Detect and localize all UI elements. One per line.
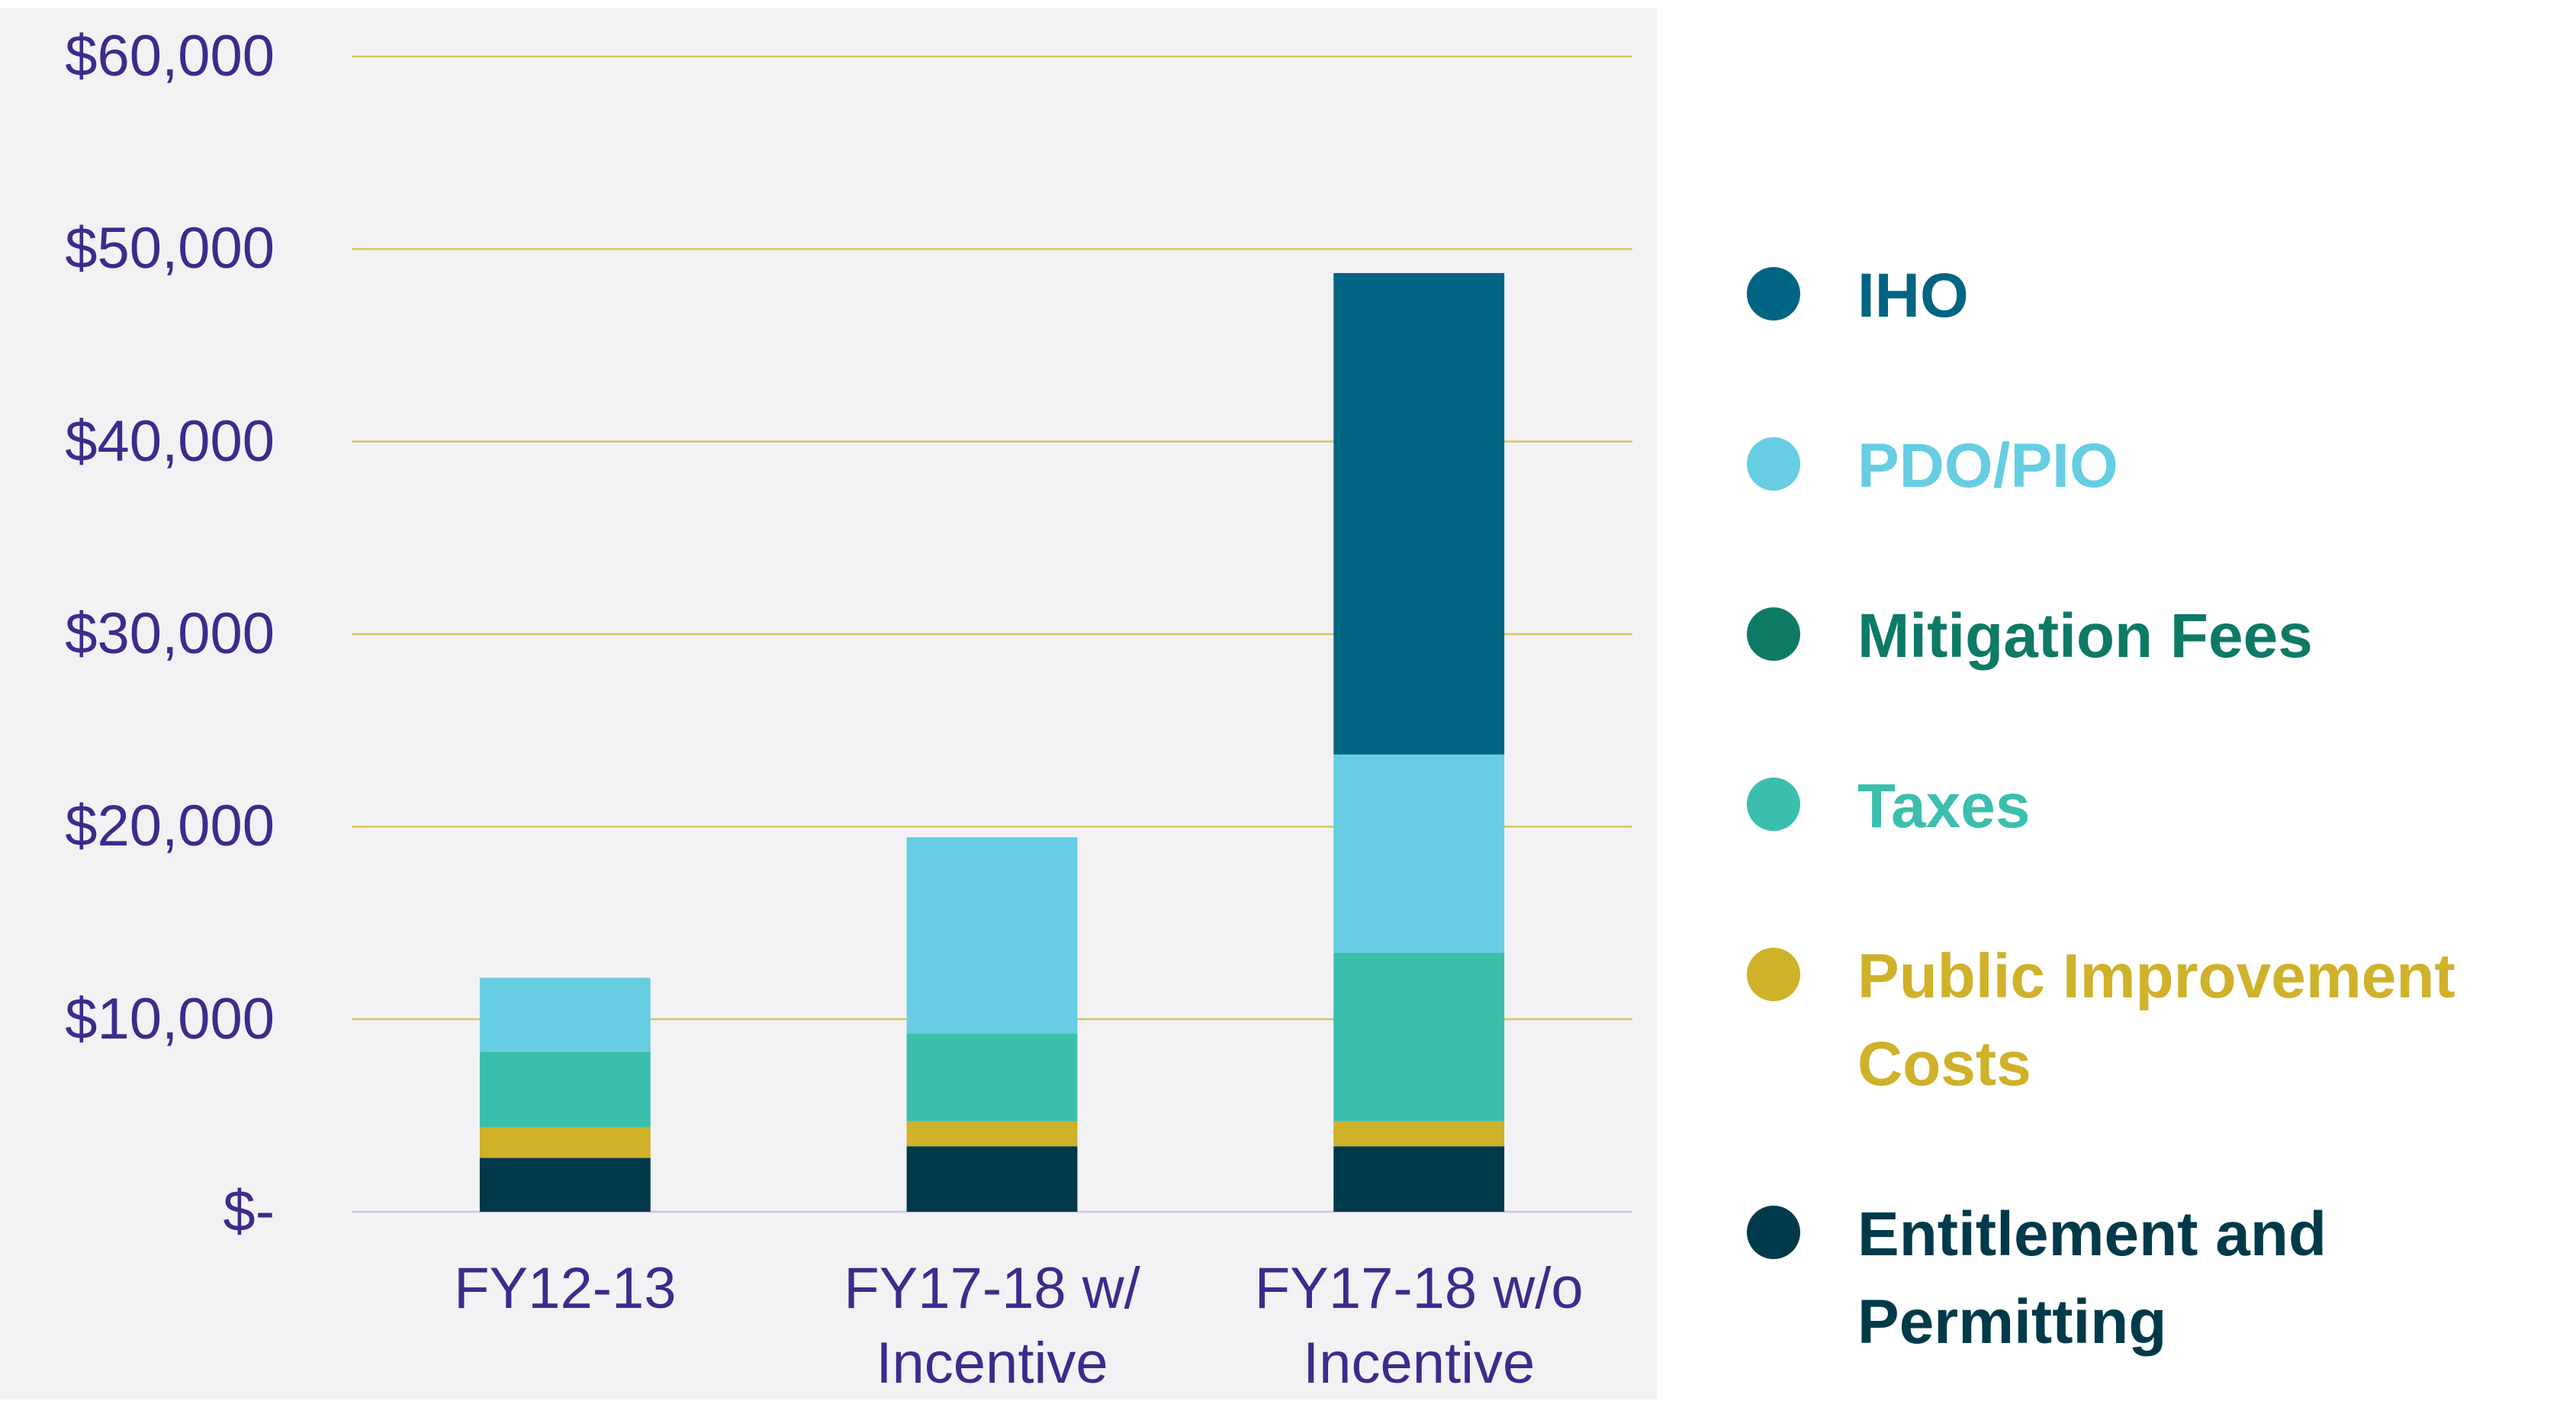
bar-segment (479, 977, 651, 1052)
y-tick-label: $20,000 (65, 794, 275, 859)
x-tick-label: FY17-18 w/o Incentive (1254, 1256, 1584, 1396)
legend-marker (1747, 267, 1800, 320)
legend-item: PDO/PIO (1747, 422, 2571, 510)
bar-segment (906, 837, 1078, 1034)
bar-segment (906, 1146, 1078, 1212)
legend-label: IHO (1857, 261, 1969, 330)
legend-marker (1747, 778, 1800, 831)
bar-segment (1333, 952, 1505, 1122)
bar-segment (479, 1052, 651, 1127)
bar-segment (1333, 1146, 1505, 1212)
y-tick-label: $30,000 (65, 601, 275, 666)
chart (352, 55, 1632, 1213)
bar-segment (479, 1126, 651, 1158)
legend-item: IHO (1747, 252, 2571, 340)
x-tick-label: FY17-18 w/ Incentive (844, 1256, 1140, 1396)
legend-marker (1747, 1206, 1800, 1259)
y-tick-label: $60,000 (65, 24, 275, 89)
bar-segment (1333, 1121, 1505, 1147)
y-tick-label: $50,000 (65, 216, 275, 282)
legend-label: Public Improvement Costs (1857, 942, 2455, 1099)
y-tick-label: $- (223, 1179, 275, 1244)
legend-label: Taxes (1857, 771, 2031, 841)
bar-segment (906, 1121, 1078, 1147)
legend-label: Mitigation Fees (1857, 601, 2313, 671)
bar-segment (479, 1158, 651, 1212)
legend-item: Taxes (1747, 762, 2571, 850)
legend-item: Entitlement and Permitting (1747, 1190, 2571, 1366)
legend-item: Public Improvement Costs (1747, 932, 2571, 1108)
y-tick-label: $10,000 (65, 986, 275, 1052)
legend-label: Entitlement and Permitting (1857, 1200, 2327, 1357)
legend-label: PDO/PIO (1857, 431, 2118, 501)
bar-segment (1333, 754, 1505, 953)
legend: IHO PDO/PIO Mitigation Fees Taxes Public Imp… (1747, 252, 2571, 1366)
legend-marker (1747, 437, 1800, 491)
y-tick-label: $40,000 (65, 408, 275, 474)
legend-marker (1747, 948, 1800, 1001)
x-tick-label: FY12-13 (454, 1256, 677, 1321)
legend-item: Mitigation Fees (1747, 592, 2571, 680)
legend-marker (1747, 607, 1800, 661)
bar-segment (906, 1033, 1078, 1122)
bar-segment (1333, 272, 1505, 755)
